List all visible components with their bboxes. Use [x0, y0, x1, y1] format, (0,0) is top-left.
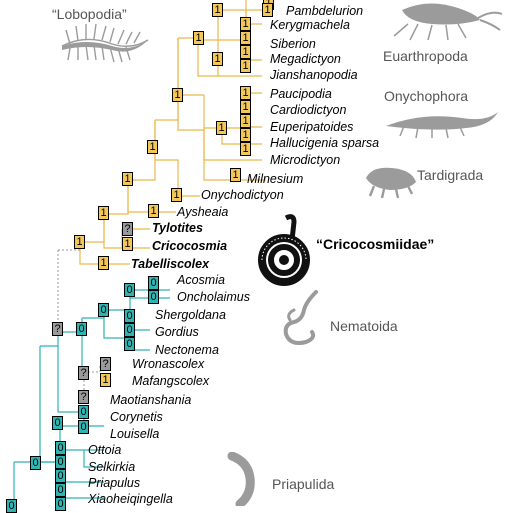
character-state-badge: 1: [240, 114, 251, 128]
taxon-wronascolex: Wronascolex: [132, 357, 205, 371]
taxon-oncholaimus: Oncholaimus: [177, 290, 250, 304]
character-state-badge: 1: [74, 235, 85, 249]
character-state-badge: 1: [240, 142, 251, 156]
character-state-badge: 1: [100, 373, 111, 387]
character-state-badge: 1: [240, 100, 251, 114]
taxon-louisella: Louisella: [110, 427, 160, 441]
group-label-cricocosmiidae: “Cricocosmiidae”: [316, 236, 435, 252]
taxon-cardiodictyon: Cardiodictyon: [270, 103, 347, 117]
uncertain-state-badge: ?: [122, 222, 133, 236]
character-state-badge: 0: [124, 337, 135, 351]
taxon-maotianshania: Maotianshania: [110, 393, 192, 407]
taxon-shergoldana: Shergoldana: [155, 308, 226, 322]
onychophoran-silhouette: [386, 112, 498, 139]
taxon-jianshanopodia: Jianshanopodia: [270, 68, 358, 82]
group-label-tardigrada: Tardigrada: [417, 167, 484, 183]
taxon-megadictyon: Megadictyon: [270, 52, 341, 66]
taxon-paucipodia: Paucipodia: [270, 87, 332, 101]
character-state-badge: 0: [78, 420, 89, 434]
taxon-kerygmachela: Kerygmachela: [270, 18, 350, 32]
taxon-pambdelurion: Pambdelurion: [286, 4, 364, 18]
taxon-priapulus: Priapulus: [88, 476, 141, 490]
character-state-badge: 1: [122, 172, 133, 186]
uncertain-state-badge: ?: [78, 390, 89, 404]
character-state-badge: 0: [55, 441, 66, 455]
group-label-priapulida: Priapulida: [272, 476, 335, 492]
taxon-nectonema: Nectonema: [155, 343, 219, 357]
taxon-euperipatoides: Euperipatoides: [270, 120, 354, 134]
taxon-hallucigenia-sparsa: Hallucigenia sparsa: [270, 136, 380, 150]
character-state-badge: 0: [55, 455, 66, 469]
taxon-aysheaia: Aysheaia: [177, 205, 229, 219]
character-state-badge: 1: [212, 3, 223, 17]
priapulid-silhouette: [227, 452, 255, 506]
character-state-badge: 0: [124, 309, 135, 323]
character-state-badge: 0: [52, 416, 63, 430]
taxon-cricocosmia: Cricocosmia: [152, 239, 228, 253]
character-state-badge: 1: [240, 59, 251, 73]
group-label-euarthropoda: Euarthropoda: [383, 48, 468, 64]
character-state-badge: 1: [171, 188, 182, 202]
taxon-microdictyon: Microdictyon: [270, 153, 341, 167]
character-state-badge: 1: [240, 17, 251, 31]
taxon-selkirkia: Selkirkia: [88, 460, 136, 474]
character-state-badge: 1: [98, 206, 109, 220]
character-state-badge: 1: [240, 45, 251, 59]
character-state-badge: 1: [172, 88, 183, 102]
taxon-ottoia: Ottoia: [88, 443, 122, 457]
group-label-lobopodia: “Lobopodia”: [52, 6, 127, 22]
character-state-badge: 0: [55, 497, 66, 511]
character-state-badge: 1: [212, 52, 223, 66]
character-state-badge: 0: [124, 323, 135, 337]
character-state-badge: 1: [240, 86, 251, 100]
character-state-badge: 1: [262, 3, 273, 17]
character-state-badge: 1: [230, 168, 241, 182]
character-state-badge: 0: [124, 283, 135, 297]
character-state-badge: 1: [193, 31, 204, 45]
character-state-badge: 1: [240, 31, 251, 45]
character-state-badge: 1: [148, 204, 159, 218]
taxon-siberion: Siberion: [270, 37, 316, 51]
group-label-onychophora: Onychophora: [384, 88, 469, 104]
uncertain-state-badge: ?: [78, 366, 89, 380]
character-state-badge: 0: [98, 303, 109, 317]
uncertain-state-badge: ?: [52, 322, 63, 336]
character-state-badge: 1: [122, 237, 133, 251]
taxon-onychodictyon: Onychodictyon: [201, 188, 284, 202]
character-state-badge: 1: [240, 128, 251, 142]
taxon-gordius: Gordius: [155, 325, 199, 339]
character-state-badge: 0: [55, 469, 66, 483]
taxon-milnesium: Milnesium: [247, 172, 304, 186]
character-state-badge: 0: [6, 499, 17, 513]
group-label-nematoida: Nematoida: [330, 318, 398, 334]
character-state-badge: 0: [76, 322, 87, 336]
character-state-badge: 0: [78, 405, 89, 419]
character-state-badge: 0: [148, 276, 159, 290]
nematoid-silhouette: [283, 290, 318, 345]
euarthropod-silhouette: [393, 3, 503, 41]
uncertain-state-badge: ?: [100, 357, 111, 371]
character-state-badge: 1: [98, 256, 109, 270]
character-state-badge: 0: [30, 456, 41, 470]
taxon-tabelliscolex: Tabelliscolex: [131, 257, 210, 271]
character-state-badge: 1: [216, 121, 227, 135]
taxon-acosmia: Acosmia: [177, 273, 225, 287]
taxon-tylotites: Tylotites: [152, 221, 203, 235]
lobopodian-silhouette: [61, 23, 149, 63]
taxon-corynetis: Corynetis: [110, 410, 163, 424]
taxon-mafangscolex: Mafangscolex: [132, 374, 210, 388]
character-state-badge: 0: [148, 290, 159, 304]
character-state-badge: 1: [147, 140, 158, 154]
character-state-badge: 0: [55, 483, 66, 497]
tardigrade-silhouette: [366, 167, 416, 199]
taxon-xiaoheiqingella: Xiaoheiqingella: [88, 492, 173, 506]
cricocosmiid-spiral-silhouette: [258, 214, 310, 286]
